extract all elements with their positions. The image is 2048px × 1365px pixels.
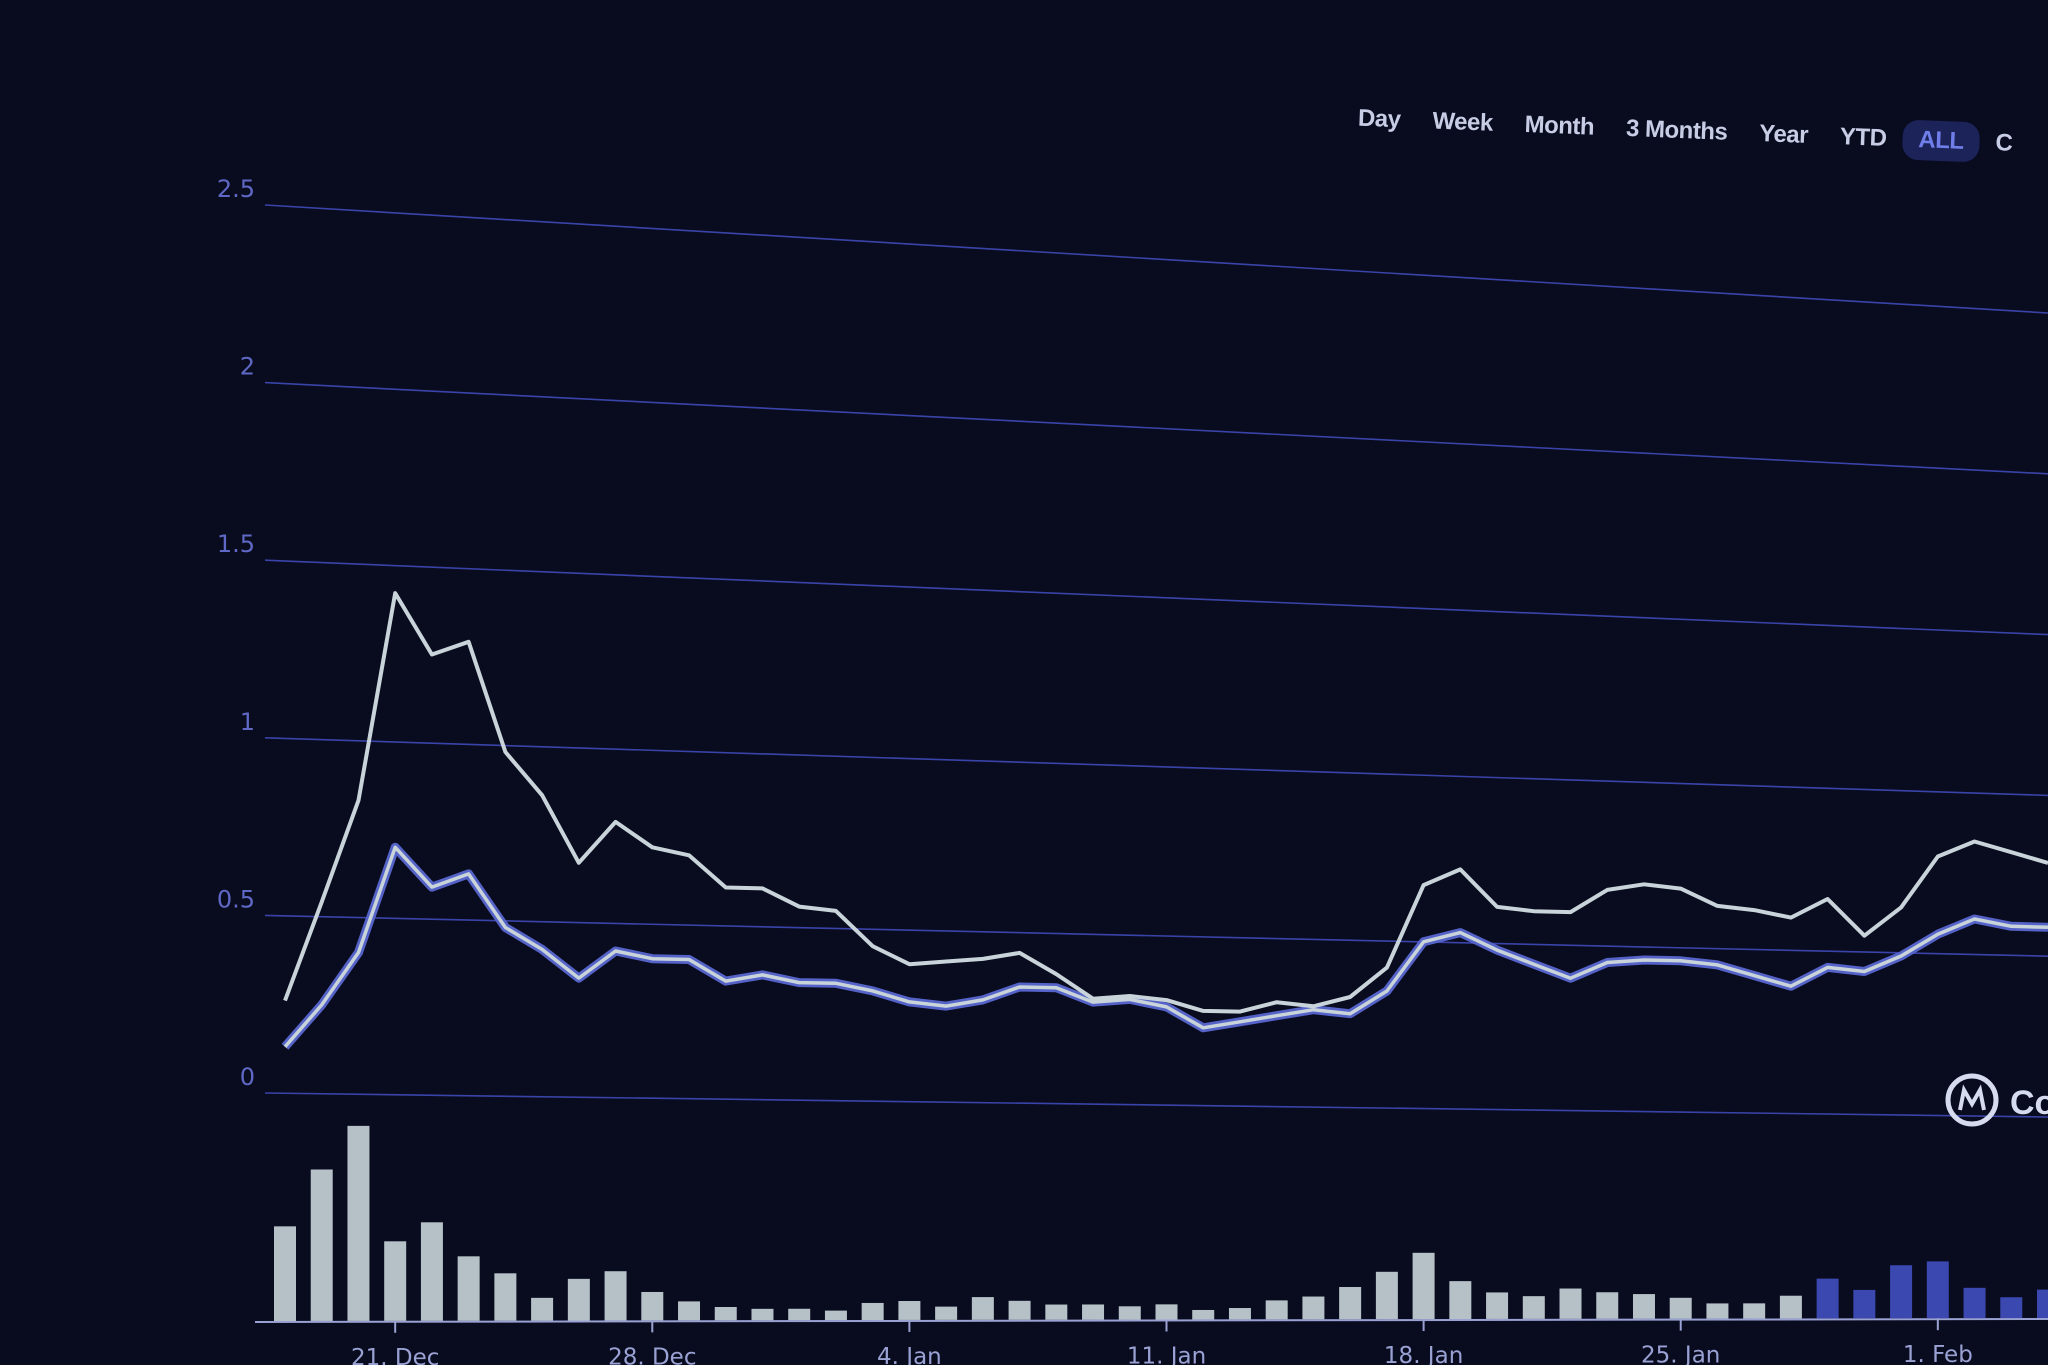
volume-bar xyxy=(604,1271,627,1321)
volume-bar xyxy=(531,1297,554,1321)
volume-bar xyxy=(2000,1297,2023,1319)
volume-bar xyxy=(1522,1296,1545,1319)
volume-bar xyxy=(861,1302,884,1320)
volume-bar xyxy=(971,1297,994,1320)
volume-bar xyxy=(494,1273,517,1321)
volume-bar xyxy=(1706,1303,1729,1319)
volume-baseline xyxy=(254,1318,2048,1323)
volume-bar xyxy=(1926,1261,1949,1319)
volume-bar xyxy=(1375,1271,1398,1320)
y-tick-label: 0 xyxy=(240,1063,255,1091)
volume-bar xyxy=(1779,1295,1802,1319)
volume-bar xyxy=(457,1256,480,1321)
y-tick-label: 2 xyxy=(240,353,255,381)
gridline xyxy=(264,559,2048,636)
lower-series-glow xyxy=(281,842,2048,1050)
watermark-text: Co xyxy=(2010,1084,2048,1122)
volume-bar xyxy=(347,1125,370,1321)
volume-bar xyxy=(1963,1287,1986,1319)
volume-bar xyxy=(1082,1304,1105,1320)
volume-bar xyxy=(751,1308,774,1321)
volume-bar xyxy=(1816,1278,1839,1319)
volume-bar xyxy=(384,1241,407,1321)
gridline xyxy=(264,737,2048,797)
price-series xyxy=(281,591,2048,1050)
volume-bar xyxy=(898,1301,921,1320)
lower-series-line xyxy=(283,845,2048,1048)
volume-bar xyxy=(714,1306,737,1321)
volume-bars xyxy=(254,1125,2048,1323)
volume-bar xyxy=(310,1169,333,1321)
volume-bar xyxy=(1632,1294,1655,1319)
y-axis: 0 0.5 1 1.5 2 2.5 xyxy=(217,175,255,1091)
y-tick-label: 1 xyxy=(240,708,255,736)
x-tick-label: 28. Dec xyxy=(608,1344,696,1365)
volume-bar xyxy=(824,1310,847,1321)
volume-bar xyxy=(1853,1289,1876,1319)
x-tick-label: 4. Jan xyxy=(877,1344,942,1365)
gridline xyxy=(264,204,2048,314)
gridline xyxy=(264,1092,2048,1118)
volume-bar xyxy=(1155,1304,1178,1320)
x-tick-label: 18. Jan xyxy=(1384,1343,1463,1365)
volume-bar xyxy=(1192,1309,1215,1320)
volume-bar xyxy=(1008,1300,1031,1320)
volume-bar xyxy=(1265,1300,1288,1320)
volume-bar xyxy=(1559,1288,1582,1319)
volume-bar xyxy=(1118,1306,1141,1320)
volume-bar xyxy=(1596,1292,1619,1319)
volume-bar xyxy=(1412,1252,1435,1320)
volume-bar xyxy=(1228,1308,1251,1320)
volume-bar xyxy=(1486,1292,1509,1319)
volume-bar xyxy=(1669,1297,1692,1319)
gridlines xyxy=(264,204,2048,1118)
y-tick-label: 0.5 xyxy=(217,885,255,913)
volume-bar xyxy=(1339,1287,1362,1320)
x-tick-label: 21. Dec xyxy=(351,1345,439,1365)
volume-bar xyxy=(678,1301,701,1321)
volume-bar xyxy=(274,1226,296,1321)
x-tick-label: 25. Jan xyxy=(1641,1343,1720,1365)
logo-glyph xyxy=(1958,1084,1986,1111)
volume-bar xyxy=(1743,1303,1766,1319)
volume-bar xyxy=(641,1291,664,1321)
x-tick-label: 1. Feb xyxy=(1903,1342,1973,1365)
volume-bar xyxy=(788,1308,811,1321)
y-tick-label: 2.5 xyxy=(217,175,255,203)
x-tick-label: 11. Jan xyxy=(1127,1344,1206,1365)
upper-series-line xyxy=(283,591,2048,1014)
volume-bar xyxy=(567,1278,590,1321)
volume-bar xyxy=(1449,1281,1472,1319)
y-tick-label: 1.5 xyxy=(217,530,255,558)
gridline xyxy=(264,381,2048,475)
volume-bar xyxy=(935,1306,958,1320)
watermark-logo: Co xyxy=(1945,1073,2048,1127)
volume-bar xyxy=(2037,1289,2048,1318)
gridline xyxy=(264,914,2048,957)
volume-bar xyxy=(1045,1304,1068,1320)
logo-icon xyxy=(1945,1073,1999,1127)
volume-bar xyxy=(420,1222,443,1321)
volume-bar xyxy=(1302,1296,1325,1320)
x-axis: 21. Dec 28. Dec 4. Jan 11. Jan 18. Jan 25. Ja… xyxy=(351,1318,1973,1365)
volume-bar xyxy=(1890,1265,1913,1319)
